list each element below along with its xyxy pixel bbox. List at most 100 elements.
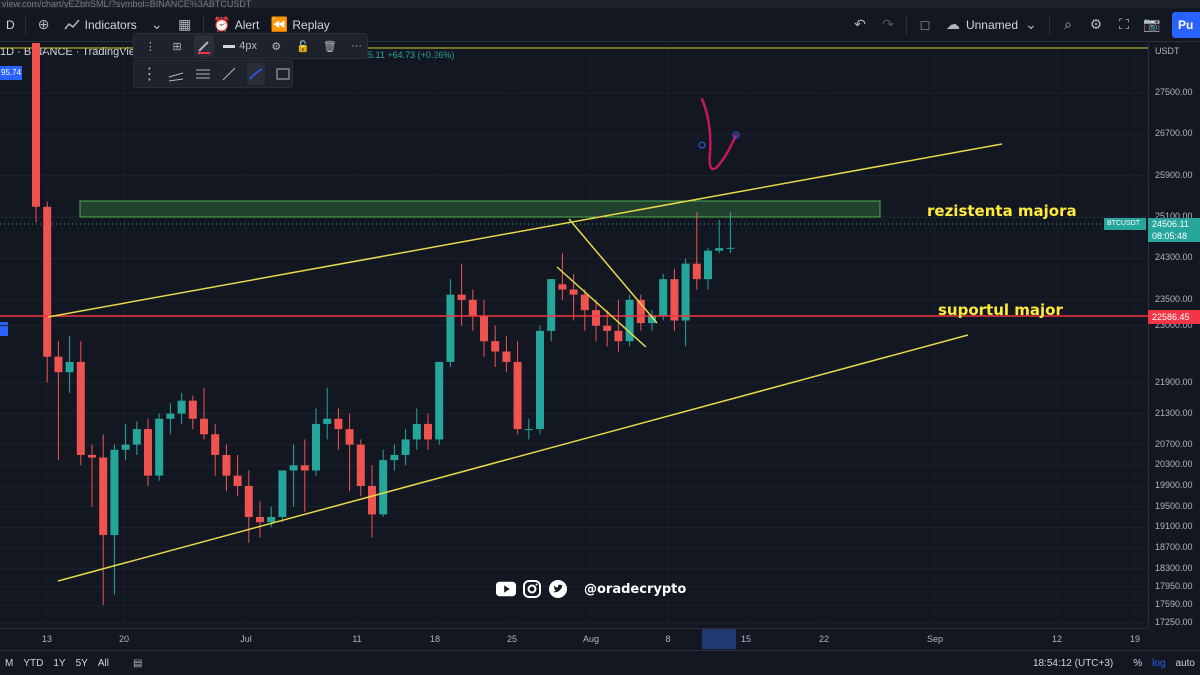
alarm-clock-icon: ⏰: [212, 16, 231, 32]
price-scale-currency: USDT: [1155, 46, 1180, 56]
candle: [513, 341, 522, 435]
candle: [390, 444, 399, 471]
candle-body: [648, 315, 656, 324]
drag-handle-icon[interactable]: ⋮: [144, 40, 156, 53]
range-button-1y[interactable]: 1Y: [53, 657, 66, 669]
candle-body: [558, 284, 567, 290]
search-button[interactable]: ⌕: [1054, 12, 1082, 38]
candle-body: [54, 356, 63, 373]
range-button-5y[interactable]: 5Y: [75, 657, 88, 669]
candle: [233, 454, 242, 497]
trend-line-icon: [222, 67, 236, 81]
clock-text[interactable]: 18:54:12 (UTC+3): [1032, 657, 1114, 669]
line-width-button[interactable]: 4px: [220, 35, 260, 57]
time-scale-label: 8: [665, 634, 671, 644]
candle-body: [244, 485, 253, 517]
horizontal-lines-tool[interactable]: [193, 63, 212, 85]
alert-button[interactable]: ⏰ Alert: [208, 12, 266, 38]
indicators-button[interactable]: Indicators: [58, 12, 143, 38]
brush-tool[interactable]: [246, 63, 266, 85]
candle: [592, 299, 600, 342]
candle-body: [401, 439, 410, 455]
alert-label: Alert: [234, 17, 260, 32]
compare-button[interactable]: ⊕: [30, 12, 58, 38]
range-button-ytd[interactable]: YTD: [23, 657, 44, 669]
log-toggle[interactable]: log: [1152, 657, 1166, 669]
line-color-button[interactable]: [193, 35, 215, 57]
price-scale-label: 20300.00: [1155, 459, 1193, 470]
drag-handle-icon[interactable]: ⋮: [141, 66, 158, 83]
flag-upper-line: [568, 218, 658, 324]
candle-body: [323, 418, 332, 424]
candle-body: [155, 418, 164, 476]
candle: [132, 421, 141, 455]
publish-button[interactable]: Pu: [1172, 12, 1200, 38]
toolbar-divider: [24, 14, 26, 35]
drawing-settings-button[interactable]: ⚙: [266, 35, 287, 57]
trend-line-tool[interactable]: [220, 63, 239, 85]
lower-trendline: [57, 334, 969, 582]
settings-button[interactable]: ⚙: [1082, 12, 1110, 38]
candle: [446, 279, 455, 368]
toolbar-divider: [905, 14, 907, 35]
percent-toggle[interactable]: %: [1133, 657, 1143, 669]
replay-label: Replay: [292, 17, 330, 32]
rectangle-tool[interactable]: [273, 63, 292, 85]
candle-body: [502, 351, 511, 362]
candle: [211, 423, 220, 476]
price-scale[interactable]: USDT 27500.00 26700.00 25900.00 25100.00 243…: [1148, 43, 1200, 628]
candle: [345, 413, 354, 492]
more-button[interactable]: ···: [346, 35, 367, 57]
candle-body: [267, 517, 276, 523]
twitter-icon: [548, 580, 568, 598]
templates-button[interactable]: ▦: [171, 12, 199, 38]
candle: [166, 403, 175, 435]
layout-name-button[interactable]: ☁ Unnamed ⌄: [939, 12, 1045, 38]
candle: [200, 387, 208, 440]
candle-body: [188, 400, 197, 419]
price-scale-label: 21300.00: [1155, 407, 1193, 418]
redo-button[interactable]: ↷: [874, 12, 902, 38]
snapshot-button[interactable]: 📷: [1138, 12, 1166, 38]
auto-toggle[interactable]: auto: [1175, 657, 1195, 669]
time-scale-label: 20: [118, 634, 130, 644]
candle-body: [692, 263, 701, 280]
candle-body: [603, 325, 612, 331]
delete-button[interactable]: 🗑: [319, 35, 340, 57]
candle: [726, 211, 735, 254]
price-scale-label: 25100.00: [1155, 211, 1193, 222]
replay-button[interactable]: ⏪ Replay: [265, 12, 335, 38]
candlestick-chart[interactable]: [0, 43, 1148, 628]
interval-button[interactable]: D: [0, 12, 21, 38]
flag-lower-line: [556, 266, 647, 348]
candle-body: [379, 460, 388, 515]
undo-button[interactable]: ↶: [846, 12, 874, 38]
indicator-templates-button[interactable]: ⌄: [143, 12, 171, 38]
candle-body: [547, 279, 556, 331]
candle-body: [32, 43, 40, 207]
date-range-icon[interactable]: ▤: [132, 657, 143, 669]
range-button-m[interactable]: M: [5, 657, 14, 669]
trend-lines-icon: [168, 72, 184, 82]
ohlc-change: 5.11 +64.73 (+0.26%): [368, 50, 455, 60]
trend-lines-tool[interactable]: [167, 63, 186, 85]
candle-body: [356, 444, 365, 486]
fullscreen-button[interactable]: ⛶: [1110, 12, 1138, 38]
candle-body: [681, 263, 690, 321]
add-template-button[interactable]: ⊞: [167, 35, 188, 57]
lock-button[interactable]: 🔓: [293, 35, 314, 57]
current-date-highlight: [702, 629, 736, 649]
trash-icon: 🗑: [322, 40, 337, 53]
candle: [536, 325, 544, 435]
social-handle-text: @oradecrypto: [584, 581, 687, 597]
candle-body: [491, 341, 500, 352]
candle: [312, 408, 320, 476]
candle-body: [390, 454, 399, 461]
time-scale[interactable]: 13 20 Jul 11 18 25 Aug 8 15 22 Sep 12 19: [0, 628, 1148, 650]
price-scale-label: 26700.00: [1155, 128, 1193, 139]
support-price-tag: 22586.45: [1148, 310, 1200, 324]
candle: [670, 268, 679, 331]
range-button-all[interactable]: All: [97, 657, 109, 669]
candle: [491, 325, 500, 368]
layout-button[interactable]: □: [911, 12, 939, 38]
